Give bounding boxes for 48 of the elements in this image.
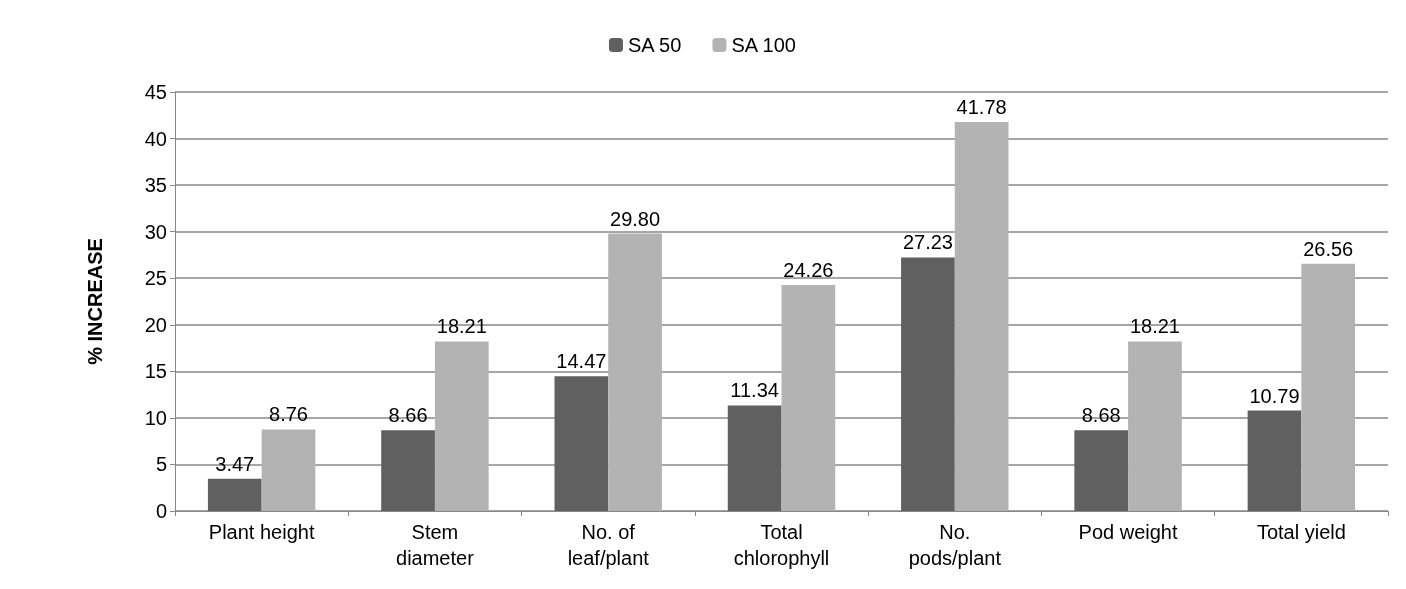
bar xyxy=(1128,341,1182,511)
x-tick-label: Stem diameter xyxy=(396,521,475,569)
bar xyxy=(954,121,1009,511)
bar xyxy=(727,405,782,511)
legend-label: SA 100 xyxy=(731,34,796,56)
data-label: 18.21 xyxy=(436,315,487,338)
x-tick-label: No. of leaf/plant xyxy=(567,521,650,569)
y-tick-label: 5 xyxy=(155,453,167,476)
y-axis-title: % INCREASE xyxy=(84,238,106,365)
data-label: 24.26 xyxy=(783,259,834,282)
bar xyxy=(434,341,489,511)
data-label: 18.21 xyxy=(1129,315,1180,338)
legend-label: SA 50 xyxy=(627,34,682,56)
y-tick-label: 0 xyxy=(155,500,167,522)
y-tick-label: 30 xyxy=(144,220,167,243)
y-tick-label: 35 xyxy=(144,174,167,197)
data-label: 41.78 xyxy=(956,95,1007,118)
x-tick-label: Pod weight xyxy=(1078,521,1178,543)
y-tick-label: 25 xyxy=(144,267,167,290)
x-tick-label: Total yield xyxy=(1256,521,1346,543)
bar xyxy=(554,376,609,511)
y-tick-label: 40 xyxy=(144,127,167,150)
data-label: 26.56 xyxy=(1303,237,1354,260)
bar xyxy=(261,429,316,511)
data-label: 3.47 xyxy=(215,452,255,475)
data-label: 14.47 xyxy=(556,350,607,373)
y-tick-label: 20 xyxy=(144,313,167,336)
bar xyxy=(381,430,435,511)
data-label: 8.66 xyxy=(388,404,428,427)
data-label: 11.34 xyxy=(730,379,779,402)
bar xyxy=(1301,263,1356,511)
bar xyxy=(1074,430,1129,511)
x-tick-label: Plant height xyxy=(208,521,315,543)
data-label: 8.68 xyxy=(1081,404,1121,427)
bar xyxy=(781,285,836,511)
x-tick-label: No. pods/plant xyxy=(908,521,1002,569)
bar xyxy=(901,257,955,511)
data-label: 29.80 xyxy=(610,207,661,230)
data-label: 8.76 xyxy=(269,403,308,426)
data-label: 10.79 xyxy=(1249,384,1300,407)
y-tick-label: 15 xyxy=(144,360,167,383)
bar xyxy=(1247,410,1302,511)
data-label: 27.23 xyxy=(902,231,953,254)
x-tick-label: Total chlorophyll xyxy=(733,521,830,569)
y-tick-label: 45 xyxy=(144,81,167,103)
y-tick-label: 10 xyxy=(144,406,167,429)
bar xyxy=(608,233,662,511)
bar xyxy=(207,478,262,511)
